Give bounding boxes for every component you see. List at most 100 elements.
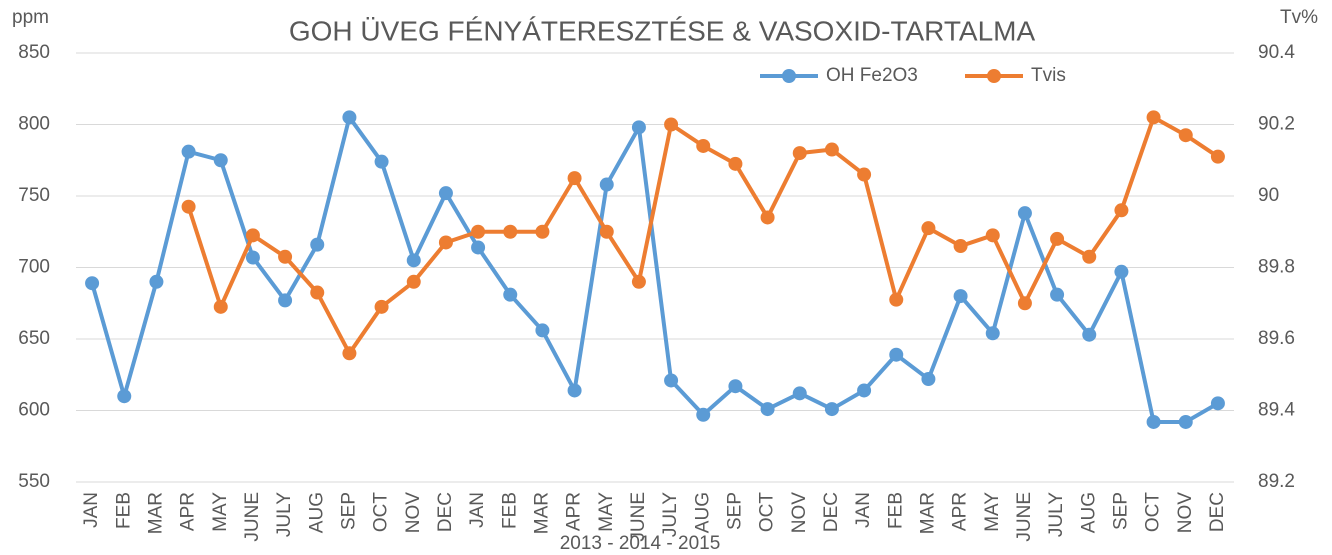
x-tick-label: MAR	[531, 492, 552, 534]
point	[760, 402, 775, 417]
x-tick-label: NOV	[1175, 492, 1196, 534]
point	[503, 224, 518, 239]
x-tick-label: APR	[564, 492, 585, 531]
x-tick-label: NOV	[789, 492, 810, 534]
x-tick-label: JULY	[274, 492, 295, 537]
point	[181, 199, 196, 214]
point	[213, 153, 228, 168]
point	[149, 274, 164, 289]
x-tick-label: AUG	[306, 492, 327, 533]
y-axis-label: ppm	[12, 7, 49, 28]
point	[728, 379, 743, 394]
point	[824, 402, 839, 417]
point	[1050, 231, 1065, 246]
x-tick-label: APR	[950, 492, 971, 531]
x-tick-label: NOV	[403, 492, 424, 534]
point	[1178, 414, 1193, 429]
point	[181, 144, 196, 159]
point	[374, 154, 389, 169]
point	[342, 346, 357, 361]
x-tick-label: DEC	[435, 492, 456, 532]
point	[535, 323, 550, 338]
point	[406, 253, 421, 268]
x-tick-label: JULY	[1046, 492, 1067, 537]
x-tick-label: JUNE	[1014, 492, 1035, 542]
point	[567, 171, 582, 186]
point	[1178, 128, 1193, 143]
x-tick-label: MAY	[982, 492, 1003, 532]
point	[406, 274, 421, 289]
y-tick-label: 700	[18, 257, 50, 278]
point	[1082, 249, 1097, 264]
point	[1082, 327, 1097, 342]
point	[310, 285, 325, 300]
point	[245, 250, 260, 265]
point	[342, 110, 357, 125]
point	[503, 287, 518, 302]
x-tick-label: FEB	[113, 492, 134, 529]
y2-tick-label: 90	[1258, 185, 1279, 206]
point	[1017, 206, 1032, 221]
x-tick-label: OCT	[757, 492, 778, 533]
y-tick-label: 550	[18, 471, 50, 492]
point	[1146, 110, 1161, 125]
x-tick-label: SEP	[724, 492, 745, 530]
x-tick-label: SEP	[1110, 492, 1131, 530]
y-tick-label: 650	[18, 328, 50, 349]
point	[278, 293, 293, 308]
point	[728, 156, 743, 171]
point	[696, 407, 711, 422]
x-tick-label: DEC	[821, 492, 842, 532]
x-tick-label: FEB	[499, 492, 520, 529]
point	[631, 120, 646, 135]
point	[857, 383, 872, 398]
point	[631, 274, 646, 289]
x-tick-label: JUNE	[242, 492, 263, 542]
chart-title: GOH ÜVEG FÉNYÁTERESZTÉSE & VASOXID-TARTA…	[289, 15, 1036, 46]
point	[1146, 414, 1161, 429]
point	[1210, 149, 1225, 164]
x-tick-label: JULY	[660, 492, 681, 537]
point	[953, 289, 968, 304]
y2-tick-label: 90.2	[1258, 114, 1295, 135]
point	[599, 224, 614, 239]
point	[471, 240, 486, 255]
x-tick-label: OCT	[371, 492, 392, 533]
x-tick-label: MAR	[145, 492, 166, 534]
point	[953, 239, 968, 254]
y2-axis-label: Tv%	[1280, 7, 1318, 28]
x-tick-label: MAY	[596, 492, 617, 532]
point	[760, 210, 775, 225]
point	[664, 373, 679, 388]
point	[438, 235, 453, 250]
point	[85, 276, 100, 291]
legend-label: Tvis	[1031, 65, 1066, 86]
point	[310, 237, 325, 252]
x-tick-label: JAN	[853, 492, 874, 528]
point	[535, 224, 550, 239]
y-tick-label: 600	[18, 400, 50, 421]
point	[985, 228, 1000, 243]
point	[278, 249, 293, 264]
legend-label: OH Fe2O3	[826, 65, 918, 86]
x-tick-label: JUNE	[628, 492, 649, 542]
x-tick-label: OCT	[1143, 492, 1164, 533]
point	[471, 224, 486, 239]
point	[792, 386, 807, 401]
x-tick-label: AUG	[692, 492, 713, 533]
y-tick-label: 800	[18, 114, 50, 135]
x-tick-label: JAN	[81, 492, 102, 528]
point	[567, 383, 582, 398]
y-tick-label: 750	[18, 185, 50, 206]
x-tick-label: SEP	[338, 492, 359, 530]
x-tick-label: AUG	[1078, 492, 1099, 533]
x-axis-label: 2013 - 2014 - 2015	[560, 533, 721, 554]
x-tick-label: APR	[178, 492, 199, 531]
legend-marker	[782, 69, 796, 83]
point	[1017, 296, 1032, 311]
point	[117, 389, 132, 404]
point	[1114, 203, 1129, 218]
point	[824, 142, 839, 157]
x-tick-label: FEB	[885, 492, 906, 529]
x-tick-label: DEC	[1207, 492, 1228, 532]
